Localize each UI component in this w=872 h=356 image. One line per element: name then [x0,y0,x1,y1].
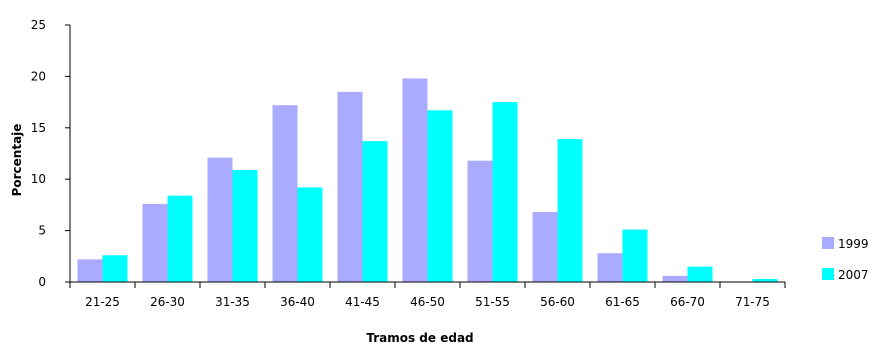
bar-2007-26-30 [167,195,193,282]
legend-label-1999: 1999 [838,237,869,251]
legend-label-2007: 2007 [838,268,869,282]
y-tick-label-5: 5 [38,224,46,238]
y-tick-label-15: 15 [31,121,46,135]
bar-1999-66-70 [662,275,688,282]
bar-1999-26-30 [142,203,168,282]
x-tick-label-71-75: 71-75 [735,295,770,309]
bar-2007-71-75 [752,278,778,282]
x-tick-label-56-60: 56-60 [540,295,575,309]
plot-area: 0 5 10 15 20 25 21-25 26-30 31-35 36-40 41-45 46-50… [31,18,786,309]
bar-1999-56-60 [532,212,558,282]
bar-2007-46-50 [427,110,453,282]
x-axis-title: Tramos de edad [366,331,473,345]
y-axis-title-group: Porcentaje [10,124,24,197]
y-tick-label-25: 25 [31,18,46,32]
bar-1999-31-35 [207,157,233,282]
y-tick-label-20: 20 [31,69,46,83]
x-tick-label-26-30: 26-30 [150,295,185,309]
bar-1999-61-65 [597,253,623,282]
bar-1999-51-55 [467,160,493,282]
bar-2007-41-45 [362,141,388,282]
bar-1999-46-50 [402,78,428,283]
x-tick-label-21-25: 21-25 [85,295,120,309]
x-tick-label-61-65: 61-65 [605,295,640,309]
bar-2007-36-40 [297,187,323,282]
bar-2007-21-25 [102,255,128,282]
bar-1999-21-25 [77,259,103,282]
y-axis-title: Porcentaje [10,124,24,197]
x-tick-label-41-45: 41-45 [345,295,380,309]
bar-2007-66-70 [687,266,713,282]
bar-2007-61-65 [622,229,648,282]
legend: 1999 2007 [822,237,869,282]
y-tick-label-0: 0 [38,275,46,289]
y-tick-label-10: 10 [31,172,46,186]
x-tick-label-36-40: 36-40 [280,295,315,309]
legend-swatch-2007 [822,268,834,280]
x-tick-label-31-35: 31-35 [215,295,250,309]
bar-2007-31-35 [232,169,258,282]
x-tick-label-66-70: 66-70 [670,295,705,309]
legend-swatch-1999 [822,237,834,249]
bar-2007-56-60 [557,139,583,282]
bar-1999-36-40 [272,105,298,283]
bar-2007-51-55 [492,102,518,282]
x-tick-label-46-50: 46-50 [410,295,445,309]
bar-1999-41-45 [337,91,363,282]
x-tick-label-51-55: 51-55 [475,295,510,309]
